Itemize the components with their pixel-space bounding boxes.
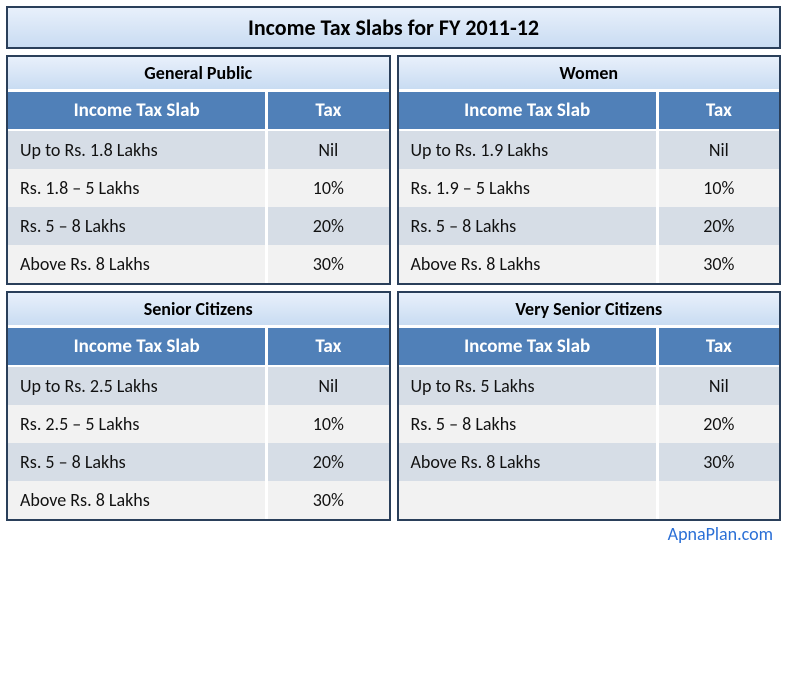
table-row: Above Rs. 8 Lakhs30%: [8, 245, 389, 283]
cell-slab: Up to Rs. 1.8 Lakhs: [8, 130, 267, 169]
table-row: Above Rs. 8 Lakhs30%: [8, 481, 389, 519]
watermark-text: ApnaPlan.com: [6, 523, 781, 545]
panel-women: Women Income Tax Slab Tax Up to Rs. 1.9 …: [397, 55, 782, 285]
table-row: Rs. 5 – 8 Lakhs20%: [399, 207, 780, 245]
cell-slab: Rs. 5 – 8 Lakhs: [8, 443, 267, 481]
table-row: [399, 481, 780, 519]
cell-tax: 20%: [657, 405, 779, 443]
cell-slab: Rs. 5 – 8 Lakhs: [399, 405, 658, 443]
cell-tax: 20%: [657, 207, 779, 245]
col-header-slab: Income Tax Slab: [399, 91, 658, 131]
cell-slab: [399, 481, 658, 519]
cell-tax: 10%: [267, 169, 389, 207]
panels-grid: General Public Income Tax Slab Tax Up to…: [6, 55, 781, 527]
cell-tax: Nil: [657, 366, 779, 405]
panel-title: General Public: [8, 57, 389, 89]
table-row: Up to Rs. 5 LakhsNil: [399, 366, 780, 405]
table-row: Up to Rs. 1.9 LakhsNil: [399, 130, 780, 169]
panel-general-public: General Public Income Tax Slab Tax Up to…: [6, 55, 391, 285]
page-title: Income Tax Slabs for FY 2011-12: [6, 6, 781, 49]
col-header-tax: Tax: [267, 91, 389, 131]
cell-tax: 30%: [267, 245, 389, 283]
table-row: Above Rs. 8 Lakhs30%: [399, 443, 780, 481]
cell-slab: Rs. 5 – 8 Lakhs: [399, 207, 658, 245]
col-header-slab: Income Tax Slab: [8, 327, 267, 367]
panel-title: Women: [399, 57, 780, 89]
cell-slab: Rs. 5 – 8 Lakhs: [8, 207, 267, 245]
cell-slab: Rs. 1.8 – 5 Lakhs: [8, 169, 267, 207]
panel-title: Very Senior Citizens: [399, 293, 780, 325]
cell-tax: 20%: [267, 443, 389, 481]
cell-slab: Above Rs. 8 Lakhs: [8, 245, 267, 283]
slab-table: Income Tax Slab Tax Up to Rs. 5 LakhsNil…: [399, 325, 780, 519]
cell-slab: Up to Rs. 5 Lakhs: [399, 366, 658, 405]
slab-table: Income Tax Slab Tax Up to Rs. 1.8 LakhsN…: [8, 89, 389, 283]
panel-senior-citizens: Senior Citizens Income Tax Slab Tax Up t…: [6, 291, 391, 521]
table-row: Above Rs. 8 Lakhs30%: [399, 245, 780, 283]
cell-slab: Up to Rs. 2.5 Lakhs: [8, 366, 267, 405]
tax-slab-document: Income Tax Slabs for FY 2011-12 General …: [0, 0, 787, 551]
cell-tax: 20%: [267, 207, 389, 245]
cell-tax: 10%: [657, 169, 779, 207]
table-row: Up to Rs. 2.5 LakhsNil: [8, 366, 389, 405]
cell-slab: Rs. 2.5 – 5 Lakhs: [8, 405, 267, 443]
cell-tax: 10%: [267, 405, 389, 443]
cell-tax: Nil: [267, 130, 389, 169]
col-header-slab: Income Tax Slab: [8, 91, 267, 131]
table-row: Rs. 2.5 – 5 Lakhs10%: [8, 405, 389, 443]
cell-slab: Rs. 1.9 – 5 Lakhs: [399, 169, 658, 207]
table-row: Rs. 5 – 8 Lakhs20%: [8, 207, 389, 245]
col-header-slab: Income Tax Slab: [399, 327, 658, 367]
col-header-tax: Tax: [267, 327, 389, 367]
cell-tax: [657, 481, 779, 519]
col-header-tax: Tax: [657, 327, 779, 367]
cell-tax: Nil: [657, 130, 779, 169]
table-row: Rs. 1.8 – 5 Lakhs10%: [8, 169, 389, 207]
table-row: Rs. 1.9 – 5 Lakhs10%: [399, 169, 780, 207]
cell-tax: Nil: [267, 366, 389, 405]
slab-table: Income Tax Slab Tax Up to Rs. 1.9 LakhsN…: [399, 89, 780, 283]
col-header-tax: Tax: [657, 91, 779, 131]
cell-slab: Above Rs. 8 Lakhs: [399, 245, 658, 283]
cell-slab: Above Rs. 8 Lakhs: [8, 481, 267, 519]
slab-table: Income Tax Slab Tax Up to Rs. 2.5 LakhsN…: [8, 325, 389, 519]
panel-very-senior-citizens: Very Senior Citizens Income Tax Slab Tax…: [397, 291, 782, 521]
cell-slab: Above Rs. 8 Lakhs: [399, 443, 658, 481]
cell-tax: 30%: [267, 481, 389, 519]
table-row: Rs. 5 – 8 Lakhs20%: [399, 405, 780, 443]
table-row: Up to Rs. 1.8 LakhsNil: [8, 130, 389, 169]
cell-slab: Up to Rs. 1.9 Lakhs: [399, 130, 658, 169]
table-row: Rs. 5 – 8 Lakhs20%: [8, 443, 389, 481]
panel-title: Senior Citizens: [8, 293, 389, 325]
cell-tax: 30%: [657, 443, 779, 481]
cell-tax: 30%: [657, 245, 779, 283]
